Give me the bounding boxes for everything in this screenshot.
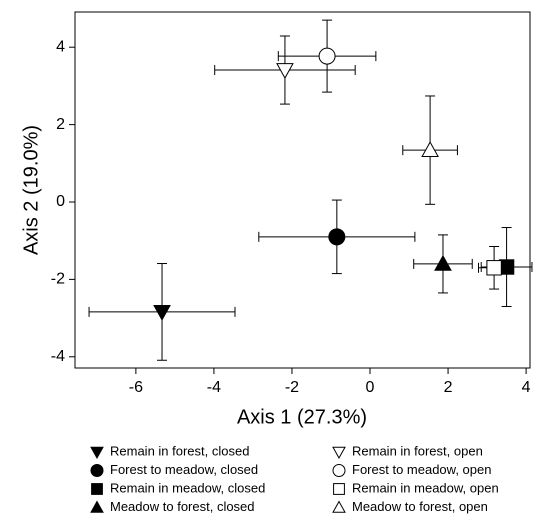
x-tick-label: 2 [444, 379, 453, 396]
x-tick-label: 0 [366, 379, 375, 396]
x-tick-label: 4 [522, 379, 531, 396]
marker [328, 228, 346, 246]
legend-label: Remain in forest, closed [110, 443, 249, 458]
legend-marker [91, 483, 103, 495]
x-axis-title: Axis 1 (27.3%) [237, 406, 367, 428]
marker [153, 304, 171, 321]
marker [276, 63, 294, 80]
y-tick-label: 0 [56, 193, 65, 210]
x-tick-label: -6 [129, 379, 143, 396]
legend-label: Meadow to forest, closed [110, 499, 255, 514]
legend-label: Forest to meadow, open [352, 462, 491, 477]
legend-label: Remain in meadow, closed [110, 480, 265, 495]
legend-label: Remain in forest, open [352, 443, 483, 458]
legend-marker [332, 464, 346, 477]
plot-frame [74, 11, 531, 369]
x-tick-label: -2 [285, 379, 299, 396]
legend-label: Meadow to forest, open [352, 499, 488, 514]
legend-marker [332, 446, 346, 460]
marker [486, 260, 502, 276]
y-tick-label: -2 [51, 271, 65, 288]
legend-label: Remain in meadow, open [352, 480, 499, 495]
x-tick-label: -4 [207, 379, 221, 396]
marker [434, 254, 452, 271]
legend-label: Forest to meadow, closed [110, 462, 258, 477]
marker [421, 141, 439, 158]
legend-marker [333, 483, 345, 495]
legend-marker [332, 500, 346, 513]
legend-marker [90, 464, 104, 477]
y-axis-title: Axis 2 (19.0%) [20, 125, 42, 255]
y-tick-label: -4 [51, 348, 65, 365]
legend-marker [90, 446, 104, 460]
marker [318, 47, 336, 65]
legend-marker [90, 500, 104, 513]
y-tick-label: 2 [56, 116, 65, 133]
y-tick-label: 4 [56, 38, 65, 55]
